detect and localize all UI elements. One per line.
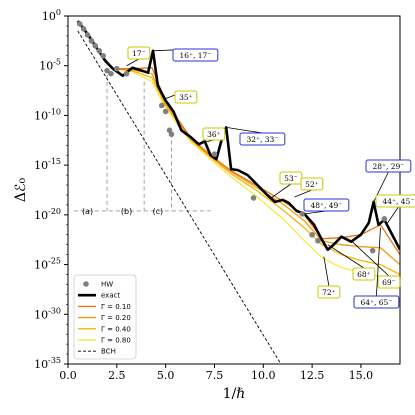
y-tick-label: 10-30 [34,306,61,321]
series-line-bch [77,30,282,364]
legend-label: Γ = 0.40 [101,325,131,333]
annotation-arrow [327,244,365,269]
annotation-box [172,48,219,62]
hw-point [114,65,120,72]
annotation-box [375,194,415,208]
annotation-label: 69⁻ [382,278,396,287]
hw-point [250,195,257,201]
y-tick-label: 10-5 [39,58,61,73]
annotation-box [127,46,151,60]
hw-point [100,52,106,59]
annotation-box [202,127,226,141]
series-line-----0-80 [77,20,400,286]
x-tick-label: 7.5 [206,369,224,382]
y-tick-label: 10-35 [34,356,61,371]
plot-content: (a) (b) (c) [73,20,400,364]
hw-point [309,231,315,238]
annotation-label: 32⁺, 33⁻ [247,135,279,144]
region-label-2: (c) [153,207,164,216]
annotation-label: 44⁺, 45⁻ [383,197,415,206]
annotation-box [365,159,412,173]
hw-point [162,108,169,115]
annotation-label: 48⁺, 49⁻ [311,201,343,210]
annotation-box [353,295,400,309]
legend-label: Γ = 0.80 [101,337,131,345]
x-tick-label: 10.0 [251,369,276,382]
annotation-box [239,132,286,146]
annotation-box [174,90,198,104]
annotations: 17⁻ 16⁺, 17⁻ 35⁺ 36⁺ 32⁺, 33⁻ 53⁻ 52⁺ 48⁺, 49⁻ 2… [126,46,415,309]
x-axis-label: 1/ℏ [223,386,246,402]
annotation-arrow [126,58,140,67]
annotation-label: 72⁺ [322,288,336,297]
annotation-arrow [226,126,263,134]
x-tick-label: 12.5 [300,369,325,382]
legend-label: Γ = 0.10 [101,303,131,311]
hw-point [168,131,175,138]
region-label-1: (b) [121,207,132,216]
annotation-label: 64⁺, 65⁻ [361,298,393,307]
annotation-box [300,177,324,191]
x-tick-label: 5.0 [157,369,175,382]
axes-frame [67,15,401,365]
annotation-arrow [323,256,330,287]
hw-point [108,70,114,77]
annotation-arrow [294,189,313,198]
y-tick-label: 10-25 [34,257,61,272]
annotation-box [352,267,376,281]
legend-label: exact [101,292,120,300]
axes: 0.0 2.5 5.0 7.5 10.0 12.5 15.0 100 10-5 10-10 10-1… [13,8,401,402]
annotation-label: 68⁺ [357,270,371,279]
series-line-----0-10 [77,20,400,255]
annotation-arrow [270,183,292,199]
series-line-exact [76,20,400,251]
annotation-label: 35⁺ [179,93,193,102]
hw-point [84,32,91,38]
y-tick-label: 100 [42,8,61,23]
y-tick-label: 10-20 [34,207,61,222]
legend: HW exact Γ = 0.10 Γ = 0.20 Γ = 0.40 Γ = 0.80 B… [73,274,137,360]
hw-point [88,38,95,44]
annotation-arrow [385,206,399,226]
y-axis-label: Δℰ₀ [13,178,29,203]
annotation-box [317,285,341,299]
series-line-----0-20 [77,20,400,266]
hw-point [158,102,165,109]
plot-area: (a) (b) (c) [73,20,400,364]
annotation-arrow [350,240,390,277]
annotation-label: 28⁺, 29⁻ [373,162,405,171]
hw-point [92,43,99,49]
annotation-box [377,275,401,289]
series-line-----0-40 [77,20,400,276]
x-tick-label: 2.5 [108,369,126,382]
hw-point [299,211,306,217]
hw-point [211,151,218,158]
hw-point [80,26,87,32]
hw-point [315,237,321,244]
annotation-label: 53⁻ [284,174,298,183]
hw-point [123,70,130,77]
hw-point [76,21,83,27]
legend-label: HW [101,281,113,289]
legend-label: BCH [101,348,116,356]
x-tick-label: 15.0 [349,369,374,382]
y-tick-label: 10-15 [34,157,61,172]
x-tick-label: 0.0 [59,369,77,382]
annotation-label: 36⁺ [207,130,221,139]
hw-point [104,67,110,74]
annotation-label: 17⁻ [132,49,146,58]
hw-point [96,48,103,54]
hw-point [369,247,376,254]
annotation-box [303,198,350,212]
region-label-0: (a) [82,207,93,216]
annotation-label: 16⁺, 17⁻ [180,51,212,60]
annotation-label: 52⁺ [305,180,319,189]
hw-point [381,216,388,222]
legend-label: Γ = 0.20 [101,314,131,322]
legend-marker [83,281,89,287]
annotation-arrow [376,227,381,297]
y-tick-label: 10-10 [34,107,61,122]
